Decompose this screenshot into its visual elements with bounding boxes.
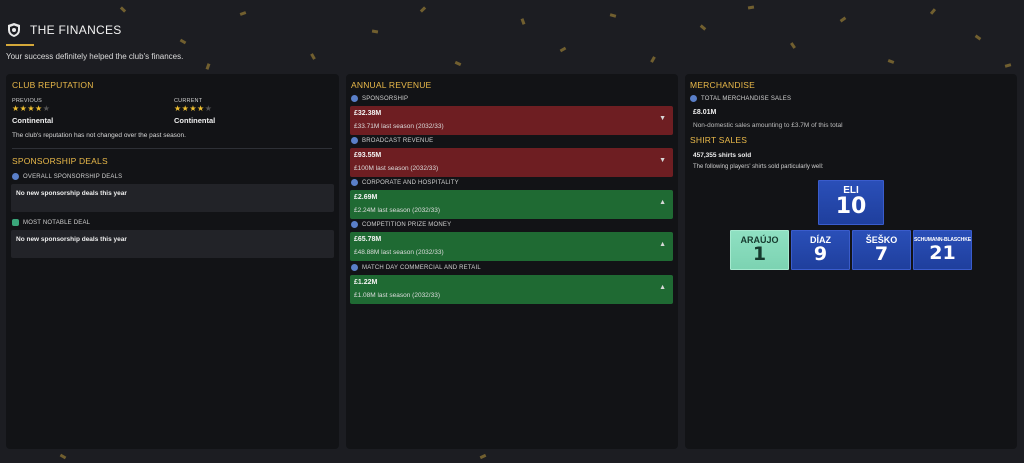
overall-sponsorship-header: OVERALL SPONSORSHIP DEALS — [12, 173, 122, 180]
sponsorship-icon — [351, 95, 358, 102]
notable-deal-box: No new sponsorship deals this year — [11, 230, 334, 258]
shirt-icon — [690, 95, 697, 102]
revenue-item-match-day[interactable]: £1.22M £1.08M last season (2032/33) ▲ — [350, 275, 673, 304]
player-number: 9 — [813, 243, 828, 265]
current-label: CURRENT — [174, 98, 203, 104]
total-merchandise-value: £8.01M — [693, 109, 717, 116]
notable-deal-value: No new sponsorship deals this year — [16, 236, 127, 243]
player-shirt[interactable]: DÍAZ 9 — [791, 230, 850, 270]
player-shirt[interactable]: ARAÚJO 1 — [730, 230, 789, 270]
player-number: 7 — [874, 243, 889, 265]
merchandise-panel: MERCHANDISE TOTAL MERCHANDISE SALES £8.0… — [685, 74, 1017, 449]
revenue-last-season: £33.71M last season (2032/33) — [354, 123, 444, 130]
page-title: THE FINANCES — [30, 23, 122, 37]
reputation-section-title: CLUB REPUTATION — [12, 80, 94, 90]
revenue-item-label: MATCH DAY COMMERCIAL AND RETAIL — [362, 264, 481, 271]
total-merchandise-note: Non-domestic sales amounting to £3.7M of… — [693, 122, 843, 129]
revenue-item-corporate[interactable]: £2.69M £2.24M last season (2032/33) ▲ — [350, 190, 673, 219]
section-divider — [12, 148, 332, 149]
revenue-last-season: £1.08M last season (2032/33) — [354, 292, 440, 299]
reputation-note: The club's reputation has not changed ov… — [12, 132, 186, 139]
handshake-icon — [12, 173, 19, 180]
revenue-amount: £93.55M — [354, 152, 382, 159]
page-header: THE FINANCES Your success definitely hel… — [6, 22, 183, 61]
revenue-amount: £32.38M — [354, 110, 382, 117]
club-crest-icon — [6, 22, 22, 38]
revenue-item-header: CORPORATE AND HOSPITALITY — [351, 179, 459, 186]
revenue-item-header: MATCH DAY COMMERCIAL AND RETAIL — [351, 264, 481, 271]
revenue-amount: £65.78M — [354, 236, 382, 243]
notable-deal-label: MOST NOTABLE DEAL — [23, 219, 91, 226]
player-shirt[interactable]: ELI 10 — [818, 180, 884, 225]
revenue-panel: ANNUAL REVENUE SPONSORSHIP £32.38M £33.7… — [346, 74, 678, 449]
trophy-icon — [351, 221, 358, 228]
revenue-item-broadcast[interactable]: £93.55M £100M last season (2032/33) ▼ — [350, 148, 673, 177]
trend-down-icon: ▼ — [659, 115, 666, 122]
revenue-item-label: BROADCAST REVENUE — [362, 137, 434, 144]
page-subtitle: Your success definitely helped the club'… — [6, 52, 184, 61]
stadium-icon — [351, 264, 358, 271]
notable-deal-header: MOST NOTABLE DEAL — [12, 219, 90, 226]
previous-label: PREVIOUS — [12, 98, 43, 104]
revenue-amount: £2.69M — [354, 194, 378, 201]
broadcast-icon — [351, 137, 358, 144]
corporate-icon — [351, 179, 358, 186]
shirts-note: The following players' shirts sold parti… — [693, 164, 824, 170]
total-merchandise-header: TOTAL MERCHANDISE SALES — [690, 95, 791, 102]
revenue-last-season: £48.88M last season (2032/33) — [354, 249, 444, 256]
revenue-amount: £1.22M — [354, 279, 378, 286]
revenue-last-season: £100M last season (2032/33) — [354, 165, 439, 172]
player-name: ŠEŠKO — [865, 235, 898, 245]
player-number: 1 — [752, 243, 767, 265]
money-icon — [12, 219, 19, 226]
player-number: 10 — [835, 194, 867, 219]
revenue-item-prize-money[interactable]: £65.78M £48.88M last season (2032/33) ▲ — [350, 232, 673, 261]
revenue-item-header: SPONSORSHIP — [351, 95, 408, 102]
player-name: SCHUMANN-BLASCHKE — [914, 237, 971, 243]
title-underline — [6, 44, 34, 46]
player-name: ARAÚJO — [740, 235, 779, 245]
player-name: DÍAZ — [810, 235, 831, 245]
revenue-section-title: ANNUAL REVENUE — [351, 80, 432, 90]
revenue-item-header: COMPETITION PRIZE MONEY — [351, 221, 451, 228]
revenue-item-label: CORPORATE AND HOSPITALITY — [362, 179, 459, 186]
overall-sponsorship-label: OVERALL SPONSORSHIP DEALS — [23, 173, 123, 180]
trend-up-icon: ▲ — [659, 241, 666, 248]
previous-reputation-value: Continental — [12, 116, 54, 125]
previous-stars: ★★★★★ — [12, 104, 51, 113]
player-shirt[interactable]: ŠEŠKO 7 — [852, 230, 911, 270]
total-merchandise-label: TOTAL MERCHANDISE SALES — [701, 95, 792, 102]
player-name: ELI — [843, 185, 859, 196]
revenue-item-sponsorship[interactable]: £32.38M £33.71M last season (2032/33) ▼ — [350, 106, 673, 135]
trend-up-icon: ▲ — [659, 284, 666, 291]
revenue-item-header: BROADCAST REVENUE — [351, 137, 433, 144]
current-reputation-value: Continental — [174, 116, 216, 125]
current-stars: ★★★★★ — [174, 104, 213, 113]
trend-down-icon: ▼ — [659, 157, 666, 164]
revenue-item-label: COMPETITION PRIZE MONEY — [362, 221, 452, 228]
player-shirt[interactable]: SCHUMANN-BLASCHKE 21 — [913, 230, 972, 270]
sponsorship-section-title: SPONSORSHIP DEALS — [12, 156, 108, 166]
trend-up-icon: ▲ — [659, 199, 666, 206]
revenue-last-season: £2.24M last season (2032/33) — [354, 207, 440, 214]
overall-sponsorship-box: No new sponsorship deals this year — [11, 184, 334, 212]
reputation-panel: CLUB REPUTATION PREVIOUS ★★★★★ Continent… — [6, 74, 339, 449]
shirt-sales-title: SHIRT SALES — [690, 135, 748, 145]
merchandise-section-title: MERCHANDISE — [690, 80, 756, 90]
revenue-item-label: SPONSORSHIP — [362, 95, 409, 102]
shirts-sold-value: 457,355 shirts sold — [693, 152, 752, 159]
overall-sponsorship-value: No new sponsorship deals this year — [16, 190, 127, 197]
player-number: 21 — [929, 242, 956, 264]
